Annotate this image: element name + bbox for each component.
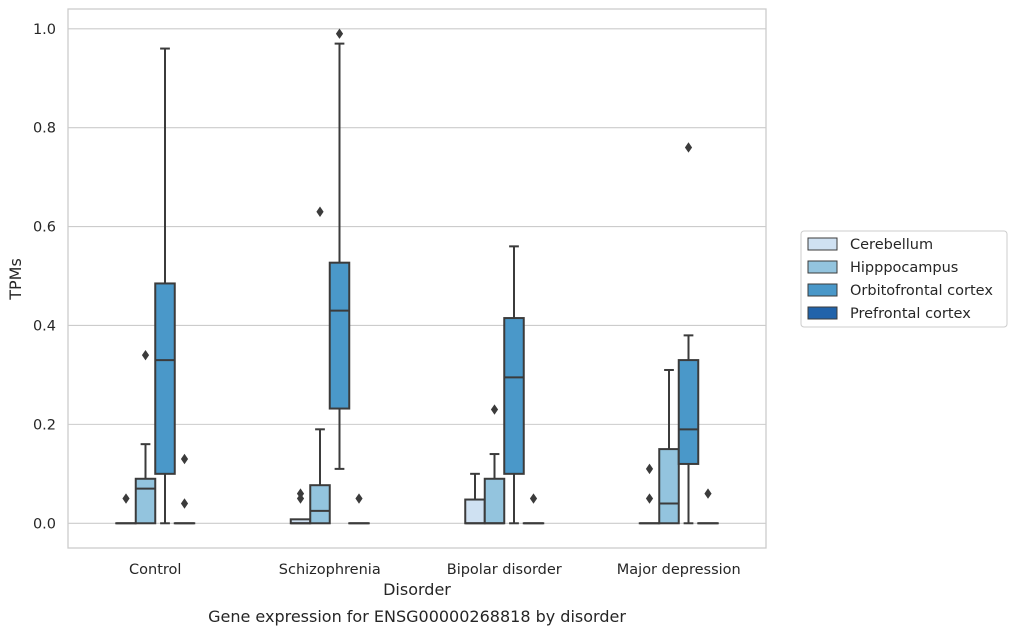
- box-orbitofrontal-cortex: [328, 28, 351, 470]
- legend-label: Hipppocampus: [850, 260, 958, 276]
- legend-label: Orbitofrontal cortex: [850, 283, 993, 299]
- y-tick-label: 0.0: [33, 516, 56, 532]
- outlier-point: [645, 463, 654, 475]
- legend-label: Prefrontal cortex: [850, 306, 971, 322]
- outlier-point: [355, 493, 363, 504]
- box-body: [503, 317, 525, 475]
- y-tick-label: 0.2: [33, 417, 56, 433]
- box-body: [677, 359, 700, 465]
- box-orbitofrontal-cortex: [154, 47, 176, 525]
- legend-frame: [800, 230, 1008, 328]
- box-hipppocampus: [134, 349, 157, 525]
- y-tick-label: 0.4: [33, 318, 56, 334]
- outlier-point: [180, 498, 189, 509]
- plot-boxes: [115, 28, 719, 525]
- legend-label: Cerebellum: [850, 237, 933, 253]
- box-cerebellum: [638, 463, 661, 525]
- x-tick-label: Major depression: [617, 562, 741, 578]
- box-cerebellum: [289, 488, 312, 525]
- box-hipppocampus: [483, 404, 506, 525]
- y-tick-label: 1.0: [33, 22, 56, 38]
- y-tick-label: 0.8: [33, 121, 56, 137]
- box-body: [658, 448, 680, 525]
- x-tick-label: Control: [129, 562, 181, 578]
- box-orbitofrontal-cortex: [503, 245, 525, 525]
- box-cerebellum: [464, 472, 486, 525]
- plot-frame: [67, 8, 767, 549]
- outlier-point: [122, 493, 130, 504]
- x-tick-labels: Control Schizophrenia Bipolar disorder Majo…: [129, 562, 741, 578]
- outlier-point: [645, 493, 654, 504]
- outlier-point: [296, 488, 305, 499]
- x-tick-label: Schizophrenia: [279, 562, 381, 578]
- outlier-point: [180, 453, 189, 465]
- box-body: [464, 498, 486, 525]
- box-prefrontal-cortex: [697, 488, 719, 525]
- box-prefrontal-cortex: [173, 453, 196, 525]
- outlier-point: [316, 206, 324, 217]
- legend-swatch: [807, 260, 838, 274]
- box-body: [154, 282, 176, 475]
- box-orbitofrontal-cortex: [677, 142, 700, 525]
- chart-caption: Gene expression for ENSG00000268818 by d…: [208, 607, 626, 626]
- legend-swatch: [807, 283, 838, 297]
- box-prefrontal-cortex: [348, 493, 370, 525]
- x-axis-label: Disorder: [383, 580, 451, 599]
- y-tick-labels: 0.0 0.2 0.4 0.6 0.8 1.0: [33, 22, 56, 532]
- outlier-point: [704, 488, 712, 499]
- legend: Cerebellum Hipppocampus Orbitofrontal cort…: [800, 230, 1008, 328]
- box-body: [483, 477, 506, 525]
- legend-swatch: [807, 306, 838, 320]
- y-axis-label: TPMs: [6, 258, 25, 301]
- box-body: [328, 261, 351, 410]
- outlier-point: [335, 28, 344, 39]
- box-body: [309, 484, 331, 525]
- box-body: [134, 477, 157, 525]
- box-cerebellum: [115, 493, 137, 525]
- box-prefrontal-cortex: [522, 493, 545, 525]
- box-hipppocampus: [309, 206, 331, 525]
- outlier-point: [490, 404, 499, 415]
- x-tick-label: Bipolar disorder: [447, 562, 562, 578]
- y-tick-label: 0.6: [33, 220, 56, 236]
- outlier-point: [529, 493, 538, 504]
- legend-swatch: [807, 237, 838, 251]
- outlier-point: [141, 349, 150, 361]
- outlier-point: [684, 142, 693, 153]
- box-hipppocampus: [658, 368, 680, 525]
